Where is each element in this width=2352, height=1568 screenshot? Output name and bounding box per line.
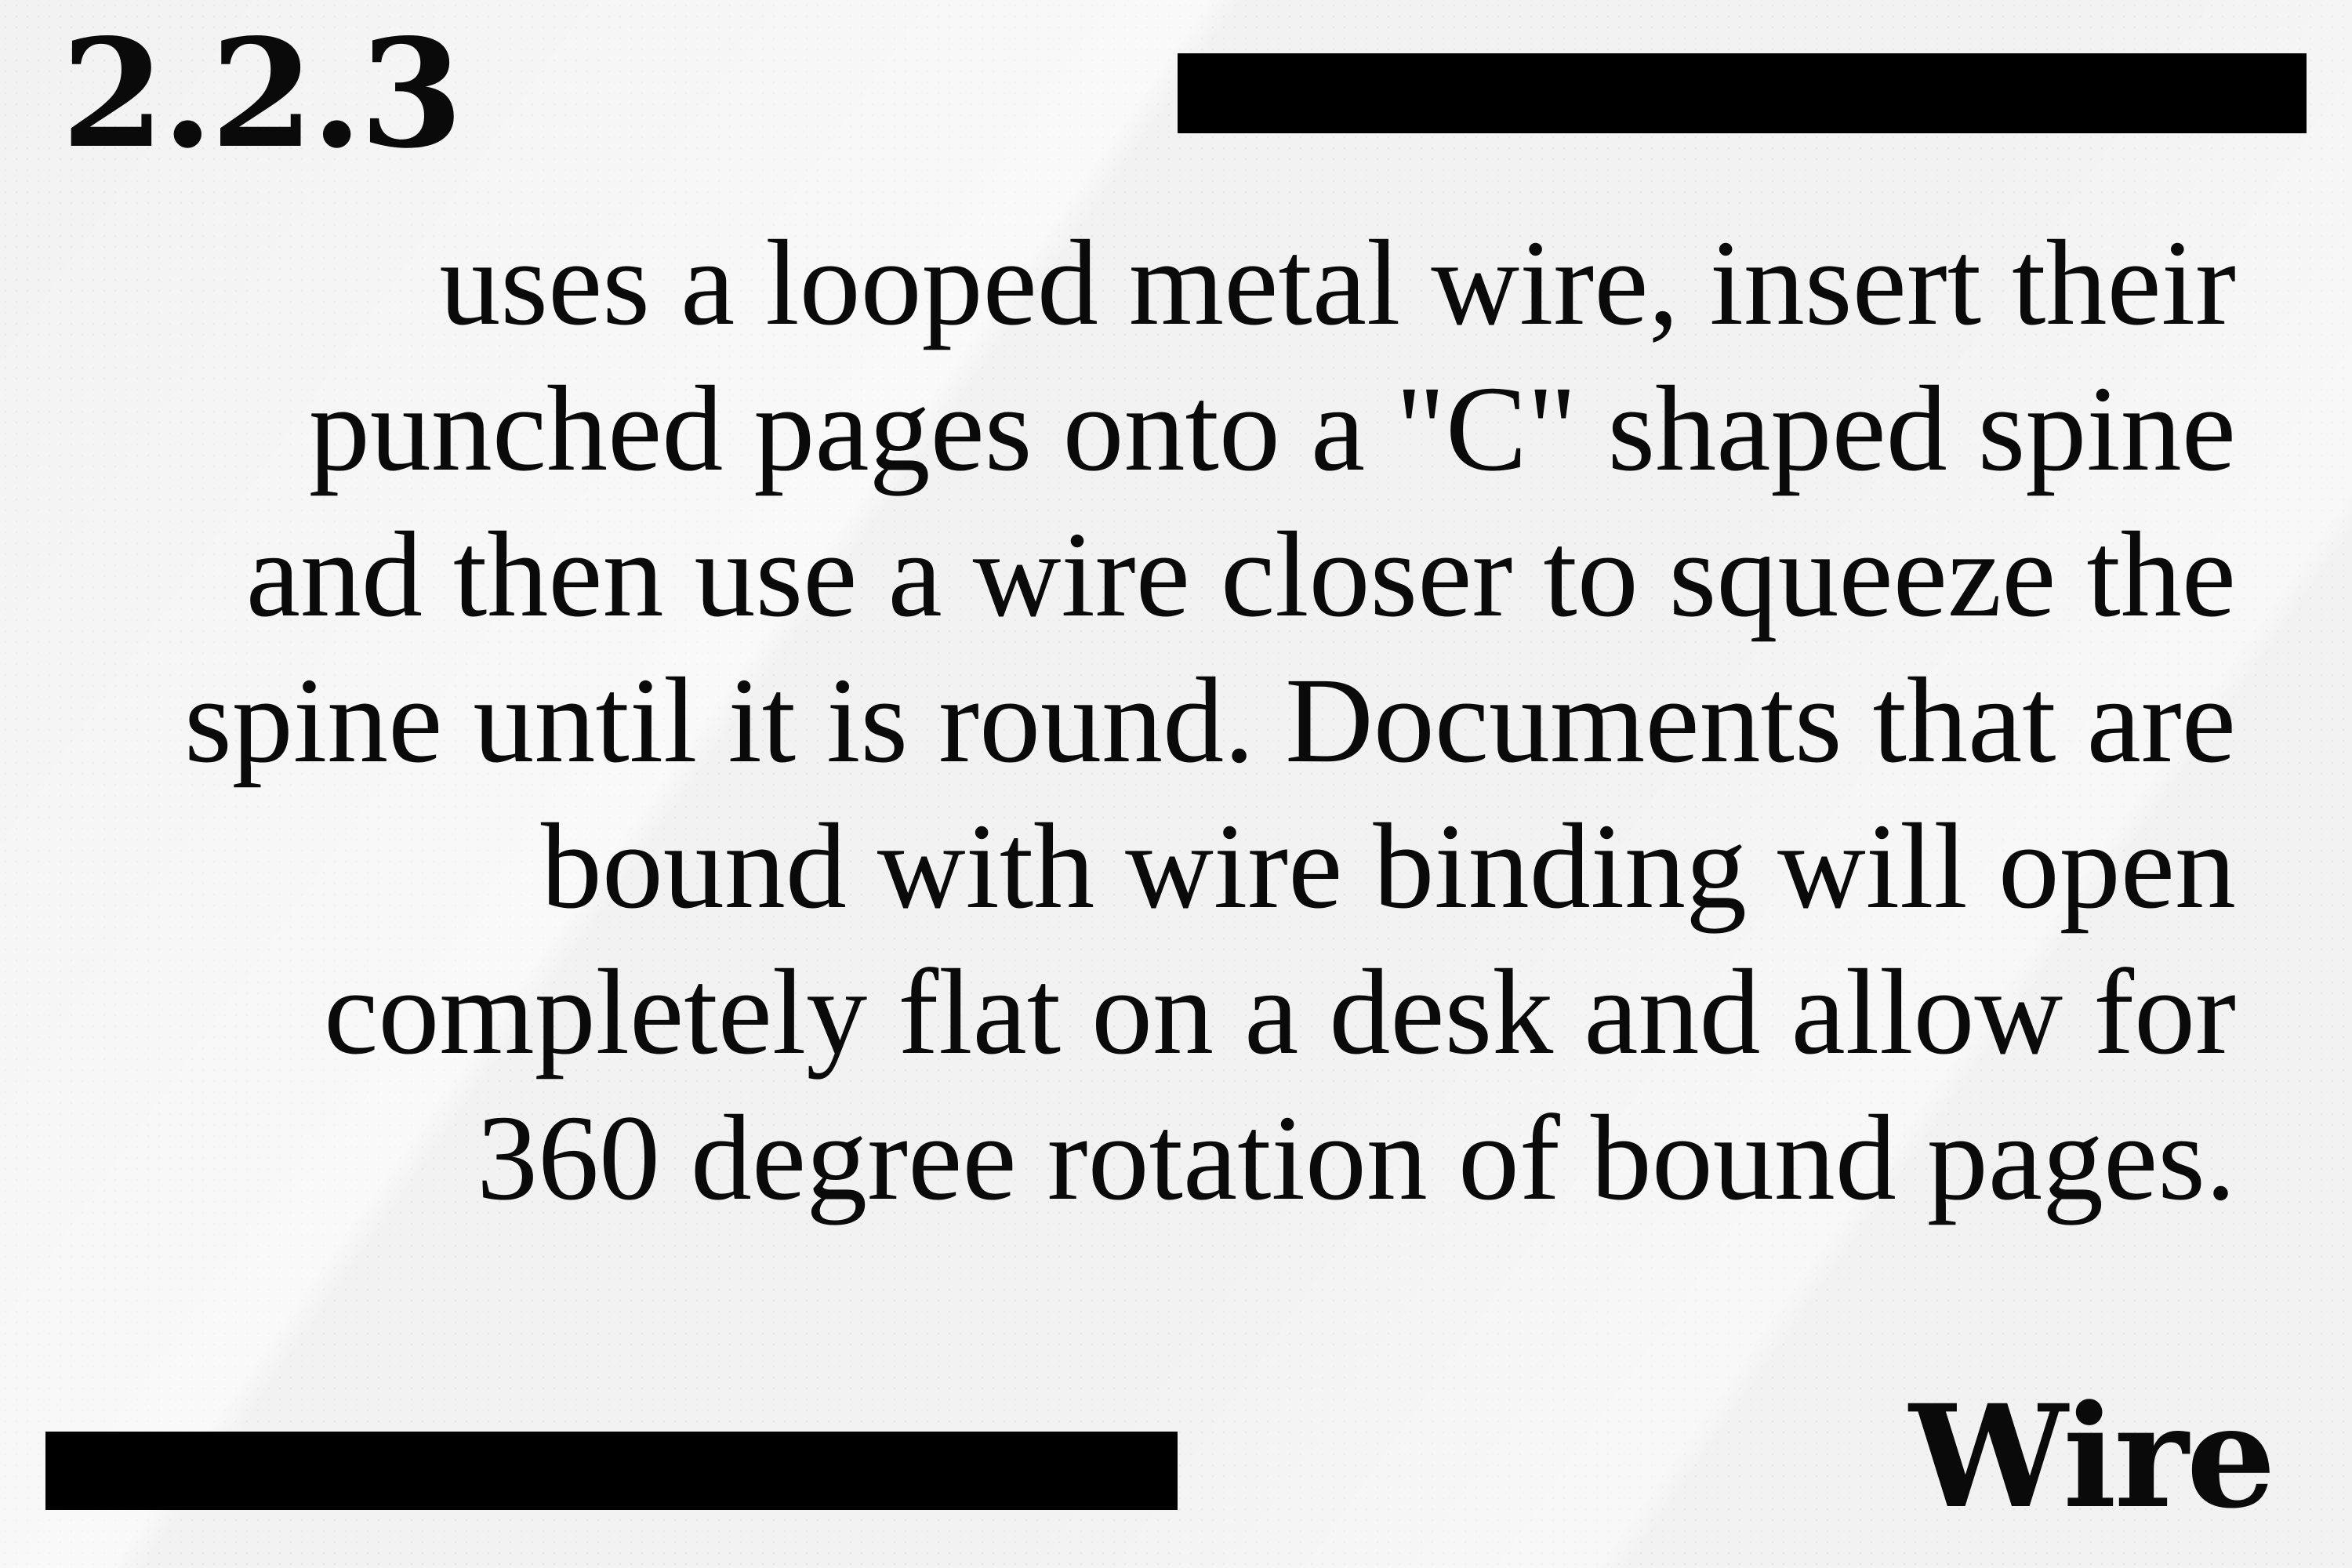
bottom-decorative-bar	[45, 1432, 1178, 1510]
section-number: 2.2.3	[61, 6, 463, 181]
body-paragraph: uses a looped metal wire, insert their p…	[184, 215, 2236, 1225]
section-heading: Wire	[1909, 1374, 2276, 1540]
top-decorative-bar	[1178, 53, 2307, 133]
